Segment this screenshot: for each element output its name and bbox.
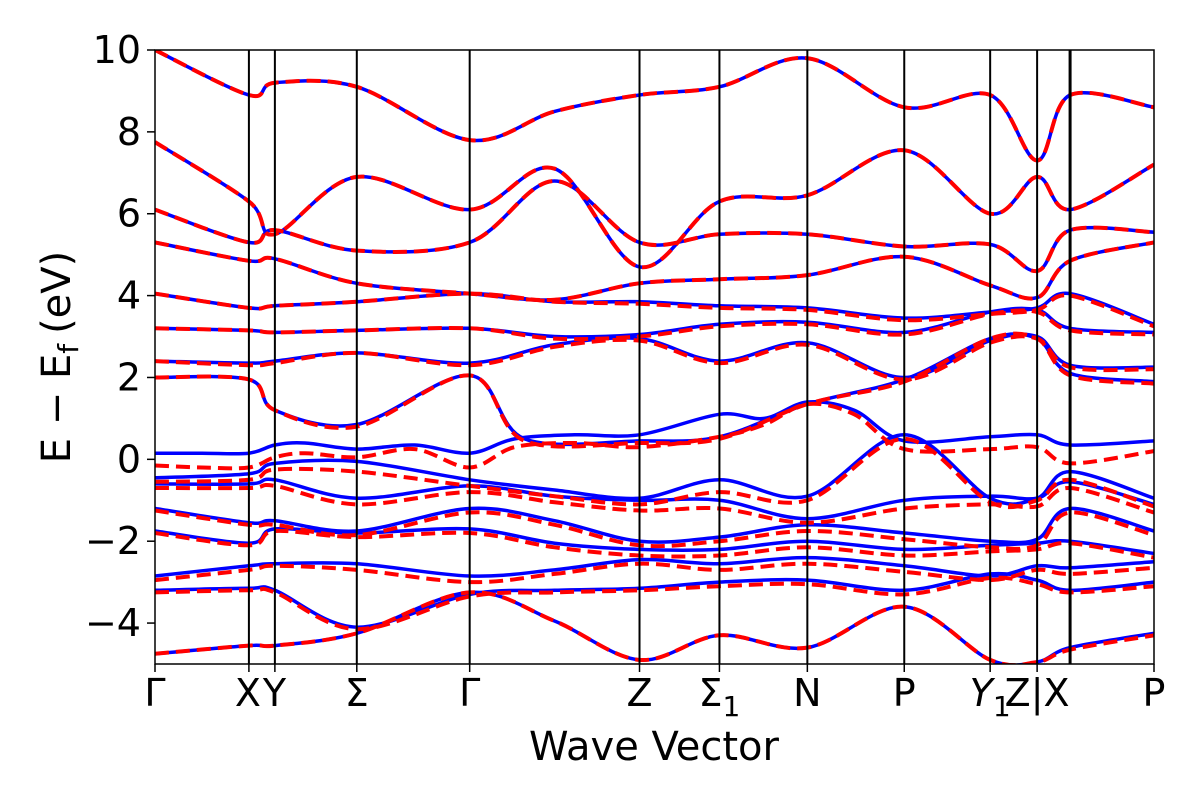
kpoint-label: P <box>893 671 916 715</box>
y-axis-label-subscript: f <box>52 343 85 354</box>
kpath-vertical-lines <box>247 50 1072 664</box>
plot-frame <box>154 49 1155 665</box>
kpoint-label: Y <box>262 671 287 715</box>
dashed-band-line-14 <box>155 140 1154 269</box>
dashed-band-line-11 <box>155 291 1154 329</box>
kpoint-label: Z|X <box>1005 671 1070 716</box>
solid-band-line-2 <box>155 477 1154 521</box>
kpoint-label: Σ1 <box>699 671 741 723</box>
kpoint-label: Σ <box>345 671 369 715</box>
y-tick-label: 8 <box>117 110 141 154</box>
dashed-band-line-8 <box>155 331 1154 449</box>
y-axis-label-unit: (eV) <box>34 251 80 334</box>
dashed-band-line-15 <box>155 50 1154 163</box>
kpoint-label: P <box>1143 671 1166 715</box>
solid-band-line-7 <box>155 590 1154 664</box>
solid-band-line-1 <box>155 433 1154 506</box>
dashed-band-line-5 <box>155 561 1154 585</box>
kpoint-label: Z <box>626 671 652 715</box>
dashed-band-line-2 <box>155 483 1154 525</box>
solid-band-line-13 <box>155 179 1154 273</box>
solid-band-line-3 <box>155 506 1154 545</box>
x-axis-label: Wave Vector <box>529 724 780 770</box>
dashed-band-line-12 <box>155 240 1154 303</box>
y-tick-label: 10 <box>93 28 141 72</box>
solid-band-line-5 <box>155 555 1154 578</box>
bands-layer <box>155 50 1154 664</box>
y-tick-label: −4 <box>85 601 141 645</box>
y-axis-label-main: E − E <box>34 354 80 464</box>
kpoint-label: X <box>235 671 261 715</box>
y-tick-label: 0 <box>117 437 141 481</box>
y-tick-label: 4 <box>117 274 141 318</box>
dashed-band-line-13 <box>155 179 1154 274</box>
dashed-band-line-10 <box>155 308 1154 342</box>
y-tick-label: 6 <box>117 192 141 236</box>
dashed-band-line-4 <box>155 528 1154 560</box>
x-axis-kpoint-labels: Γ X Y Σ Γ Z Σ1 N P Y1Z|X P <box>144 664 1165 723</box>
y-tick-label: −2 <box>85 519 141 563</box>
solid-band-line-6 <box>155 571 1154 629</box>
y-axis-label: E − Ef (eV) <box>34 251 85 464</box>
dashed-band-line-1 <box>155 436 1154 510</box>
solid-band-line-8 <box>155 332 1154 447</box>
dashed-band-line-3 <box>155 508 1154 551</box>
y-tick-label: 2 <box>117 355 141 399</box>
kpoint-label: Γ <box>459 671 480 715</box>
y-axis-ticks: −4 −2 0 2 4 6 8 10 <box>85 28 155 645</box>
kpoint-label: Y1 <box>970 671 1011 723</box>
kpoint-label: N <box>793 671 821 715</box>
dashed-band-line-7 <box>155 590 1154 664</box>
kpoint-label: Γ <box>144 671 165 715</box>
dashed-band-line-9 <box>155 334 1154 382</box>
dashed-band-line-6 <box>155 575 1154 632</box>
